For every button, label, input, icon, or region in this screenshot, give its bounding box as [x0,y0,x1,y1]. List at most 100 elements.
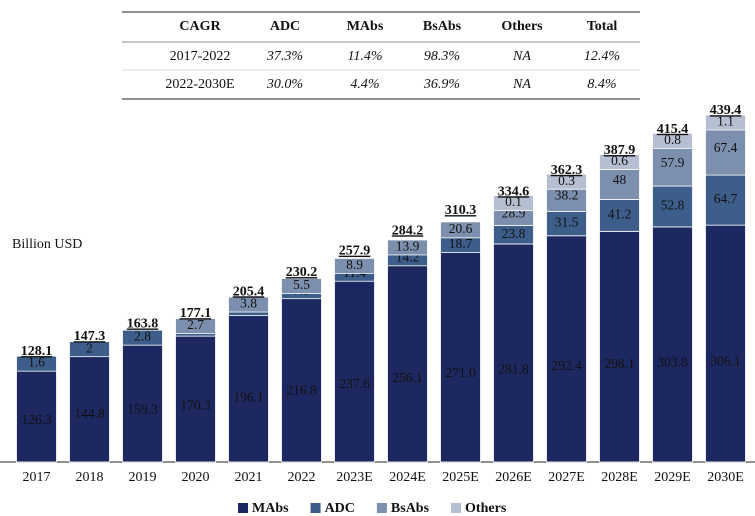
table-header: Total [587,19,618,34]
segment-label: 23.8 [502,226,526,241]
segment-label: 0.1 [505,194,522,209]
segment-label: 196.1 [233,389,263,404]
legend-swatch [310,503,321,513]
segment-label: 271.0 [445,365,476,380]
bar-segment [705,122,746,176]
segment-label: 0.8 [664,132,681,147]
segment-label: 1.1 [717,114,734,129]
bar-segment [493,243,534,463]
segment-label: 31.5 [555,215,579,230]
legend-label: BsAbs [391,501,430,516]
x-tick-label: 2024E [389,470,426,485]
segment-label: 144.8 [74,406,105,421]
table-cell: 36.9% [423,77,460,92]
table-cell: 2017-2022 [170,49,231,64]
table-cell: 98.3% [424,49,460,64]
table-header: CAGR [179,19,221,34]
segment-label: 20.6 [449,221,473,236]
table-header: ADC [270,19,300,34]
legend-label: ADC [325,501,355,516]
total-label: 362.3 [551,163,583,178]
table-cell: NA [512,77,531,92]
table-cell: 8.4% [587,77,616,92]
total-label: 439.4 [710,103,742,118]
table-cell: 30.0% [266,77,303,92]
segment-label-bg [705,114,746,131]
segment-label-bg [16,355,57,372]
table-header: Others [501,19,543,34]
segment-label: 237.6 [339,376,370,391]
bar-segment [334,277,375,463]
x-tick-label: 2018 [76,470,104,485]
segment-label: 281.8 [498,362,529,377]
segment-label-bg [175,318,216,334]
bar-segment [440,221,481,239]
segment-label: 0.3 [558,173,575,188]
x-tick-label: 2029E [654,470,691,485]
x-tick-label: 2017 [23,470,51,485]
table-cell: 12.4% [584,49,620,64]
segment-label: 48 [613,172,627,187]
table-cell: 37.3% [266,49,303,64]
segment-label: 3.8 [240,296,257,311]
segment-label: 2 [86,340,93,355]
segment-label-bg [387,239,428,256]
segment-label: 306.1 [710,354,740,369]
segment-label: 303.8 [657,354,688,369]
bar-segment [440,251,481,463]
total-label: 334.6 [498,184,530,199]
segment-label: 2.7 [187,317,204,332]
bar-segment [281,293,322,463]
bar-segment [599,230,640,463]
segment-label: 5.5 [293,277,310,292]
table-header: BsAbs [423,19,462,34]
total-label: 177.1 [180,306,212,321]
x-tick-label: 2023E [336,470,373,485]
total-label: 257.9 [339,244,371,259]
bar-segment [705,174,746,226]
segment-label: 256.1 [392,370,422,385]
x-tick-label: 2027E [548,470,585,485]
bar-segment [228,309,269,463]
unit-label: Billion USD [12,237,82,252]
segment-label: 41.2 [608,206,632,221]
segment-label: 1.6 [28,355,45,370]
table-cell: 11.4% [347,49,382,64]
total-label: 163.8 [127,316,159,331]
table-cell: 4.4% [350,77,379,92]
total-label: 387.9 [604,143,636,158]
bar-segment [175,329,216,463]
bar-segment [69,349,110,463]
total-label: 310.3 [445,203,477,218]
segment-label: 52.8 [661,198,685,213]
segment-label: 159.3 [127,401,158,416]
total-label: 147.3 [74,329,106,344]
x-tick-label: 2021 [235,470,263,485]
segment-label: 292.4 [551,358,582,373]
segment-label: 67.4 [714,140,738,155]
segment-label: 64.7 [714,191,738,206]
x-tick-label: 2030E [707,470,744,485]
table-cell: NA [512,49,531,64]
bar-segment [705,224,746,463]
bar-segment [599,199,640,232]
total-label: 415.4 [657,122,689,137]
segment-label: 170.3 [180,398,211,413]
segment-label-bg [122,329,163,346]
legend-swatch [376,503,387,513]
table-header: MAbs [347,19,384,34]
legend-label: Others [465,501,507,516]
legend-swatch [451,503,462,513]
segment-label-bg [546,173,587,190]
x-tick-label: 2022 [288,470,316,485]
segment-label-bg [69,341,110,358]
segment-label-bg [281,278,322,294]
total-label: 284.2 [392,223,424,238]
table-cell: 2022-2030E [165,77,234,92]
total-label: 205.4 [233,284,265,299]
x-tick-label: 2019 [129,470,157,485]
bar-segment [387,263,428,463]
bar-segment [546,235,587,463]
segment-label: 8.9 [346,257,363,272]
